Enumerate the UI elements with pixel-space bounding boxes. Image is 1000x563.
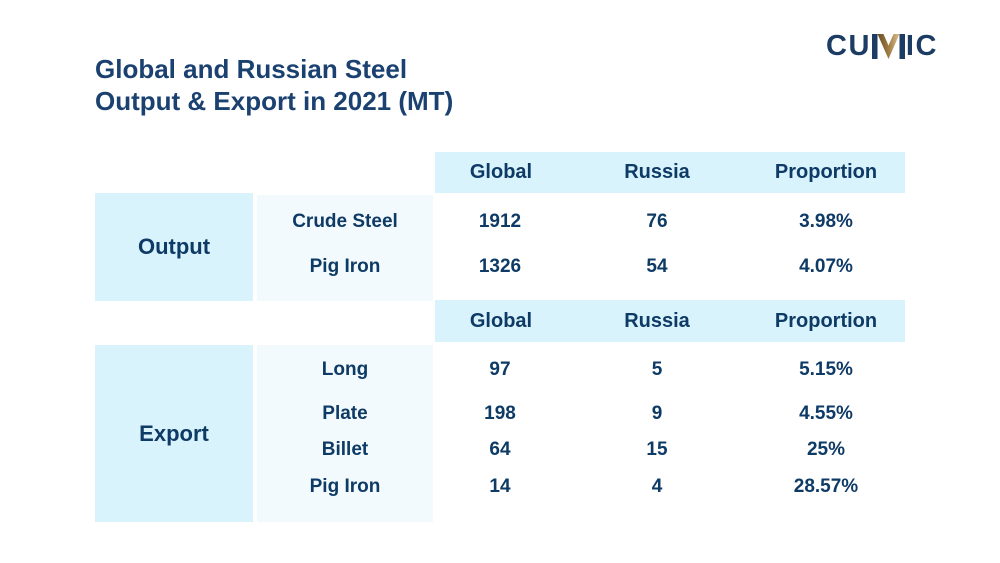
row-global-value: 1326 [478,256,522,277]
table-row-pig-iron-output: Pig Iron 1326 54 4.07% [257,245,905,289]
row-global-value: 198 [484,403,516,424]
row-global-value: 14 [489,476,511,497]
table-row-long: Long 97 5 5.15% [257,348,905,392]
column-header-global: Global [469,161,533,183]
row-proportion-value: 3.98% [799,211,853,232]
page-title-line2: Output & Export in 2021 (MT) [95,86,454,117]
table-row-pig-iron-export: Pig Iron 14 4 28.57% [257,465,905,509]
row-global-value: 97 [489,359,511,380]
row-global-value: 64 [489,439,511,460]
row-item-label: Pig Iron [309,476,381,497]
output-header-row: Global Russia Proportion [435,152,905,193]
row-russia-value: 4 [651,476,663,497]
output-subcolumn-background [257,195,433,301]
row-item-label: Crude Steel [292,211,398,232]
page-title: Global and Russian Steel Output & Export… [95,53,453,117]
column-header-russia: Russia [624,309,690,332]
row-proportion-value: 28.57% [793,476,859,497]
table-row-billet: Billet 64 15 25% [257,428,905,472]
column-header-global: Global [469,309,533,332]
table-row-plate: Plate 198 9 4.55% [257,392,905,436]
row-global-value: 1912 [478,211,522,232]
row-item-label: Long [321,359,369,380]
row-proportion-value: 25% [806,439,846,460]
group-cell-output: Output [95,193,253,301]
row-item-label: Billet [321,439,369,460]
column-header-proportion: Proportion [774,309,878,332]
page-title-line1: Global and Russian Steel [95,54,408,84]
table-row-crude-steel: Crude Steel 1912 76 3.98% [257,200,905,244]
row-russia-value: 5 [651,359,663,380]
logo-m-chevron-icon [871,33,905,59]
logo-text-right: IC [905,29,938,62]
row-proportion-value: 4.07% [799,256,853,277]
row-proportion-value: 4.55% [799,403,853,424]
cumic-logo: CU IC [826,30,938,62]
export-subcolumn-background [257,345,433,522]
row-russia-value: 76 [646,211,668,232]
export-header-row: Global Russia Proportion [435,300,905,342]
group-cell-export: Export [95,345,253,522]
column-header-proportion: Proportion [774,161,878,183]
row-russia-value: 9 [651,403,663,424]
row-russia-value: 15 [646,439,668,460]
row-russia-value: 54 [646,256,668,277]
column-header-russia: Russia [624,161,690,183]
row-item-label: Plate [322,403,368,424]
logo-text-left: CU [826,29,871,62]
row-proportion-value: 5.15% [799,359,853,380]
row-item-label: Pig Iron [309,256,381,277]
